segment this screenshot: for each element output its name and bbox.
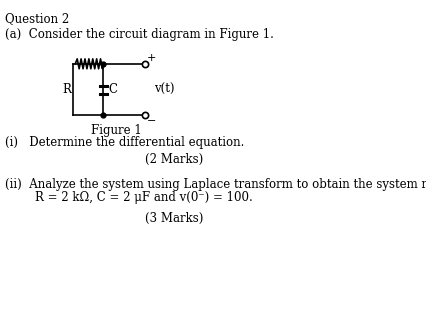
Text: −: − [147,116,157,126]
Text: (i)   Determine the differential equation.: (i) Determine the differential equation. [5,136,245,149]
Text: +: + [147,53,157,63]
Text: R: R [62,83,71,96]
Text: C: C [109,83,118,96]
Text: (a)  Consider the circuit diagram in Figure 1.: (a) Consider the circuit diagram in Figu… [5,28,274,41]
Text: R = 2 kΩ, C = 2 μF and v(0⁻) = 100.: R = 2 kΩ, C = 2 μF and v(0⁻) = 100. [5,191,253,204]
Text: (ii)  Analyze the system using Laplace transform to obtain the system response, : (ii) Analyze the system using Laplace tr… [5,178,426,191]
Text: Figure 1: Figure 1 [91,124,142,137]
Text: (3 Marks): (3 Marks) [145,211,203,225]
Text: v(t): v(t) [155,83,175,96]
Text: Question 2: Question 2 [5,12,69,25]
Text: (2 Marks): (2 Marks) [145,153,203,166]
